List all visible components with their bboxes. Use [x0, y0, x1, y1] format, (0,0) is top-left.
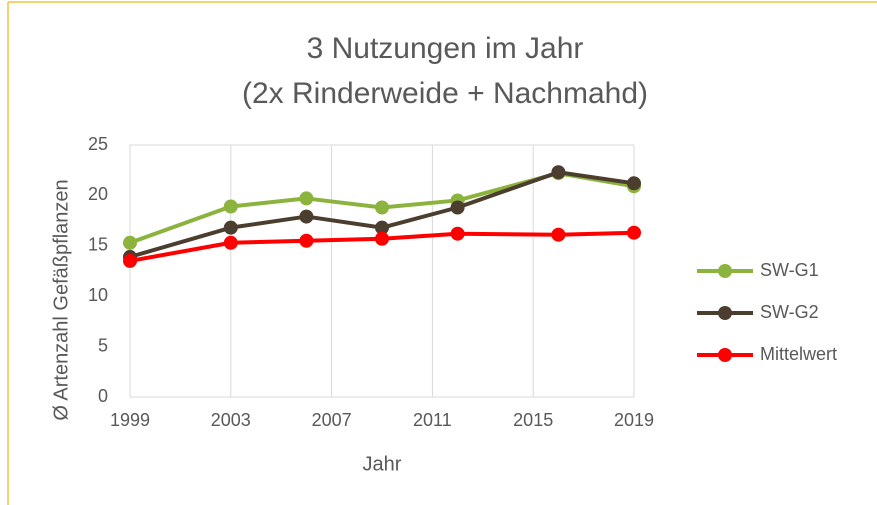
chart-title: 3 Nutzungen im Jahr: [307, 32, 584, 65]
data-point: [627, 225, 641, 240]
y-tick-label: 0: [98, 386, 108, 406]
x-tick-label: 1999: [110, 410, 150, 430]
chart-subtitle: (2x Rinderweide + Nachmahd): [242, 77, 648, 110]
x-tick-label: 2019: [614, 410, 654, 430]
y-tick-label: 20: [88, 184, 108, 204]
data-point: [223, 199, 238, 214]
data-point: [123, 235, 137, 250]
y-tick-label: 10: [88, 285, 108, 305]
data-point: [551, 227, 566, 242]
legend-label: SW-G1: [760, 260, 819, 280]
data-point: [223, 220, 238, 235]
y-tick-label: 15: [88, 235, 108, 255]
x-tick-label: 2015: [513, 410, 553, 430]
x-tick-label: 2003: [211, 410, 251, 430]
y-axis-label: Ø Artenzahl Gefäßpflanzen: [50, 179, 72, 420]
legend-label: Mittelwert: [760, 344, 837, 364]
legend-label: SW-G2: [760, 302, 819, 322]
x-tick-label: 2007: [312, 410, 352, 430]
data-point: [299, 209, 314, 224]
data-point: [450, 226, 465, 241]
x-axis-label: Jahr: [363, 453, 402, 475]
y-tick-label: 5: [98, 335, 108, 355]
data-point: [299, 191, 314, 206]
data-point: [375, 200, 389, 215]
data-point: [223, 235, 238, 250]
data-point: [551, 165, 566, 180]
x-tick-label: 2011: [413, 410, 452, 430]
data-point: [299, 233, 314, 248]
legend-marker: [718, 264, 732, 278]
data-point: [450, 200, 465, 215]
data-point: [627, 176, 641, 191]
legend-marker: [718, 348, 732, 362]
legend-marker: [718, 306, 732, 320]
data-point: [123, 253, 137, 268]
data-point: [375, 231, 389, 246]
data-point: [375, 220, 389, 235]
y-tick-label: 25: [88, 134, 108, 154]
